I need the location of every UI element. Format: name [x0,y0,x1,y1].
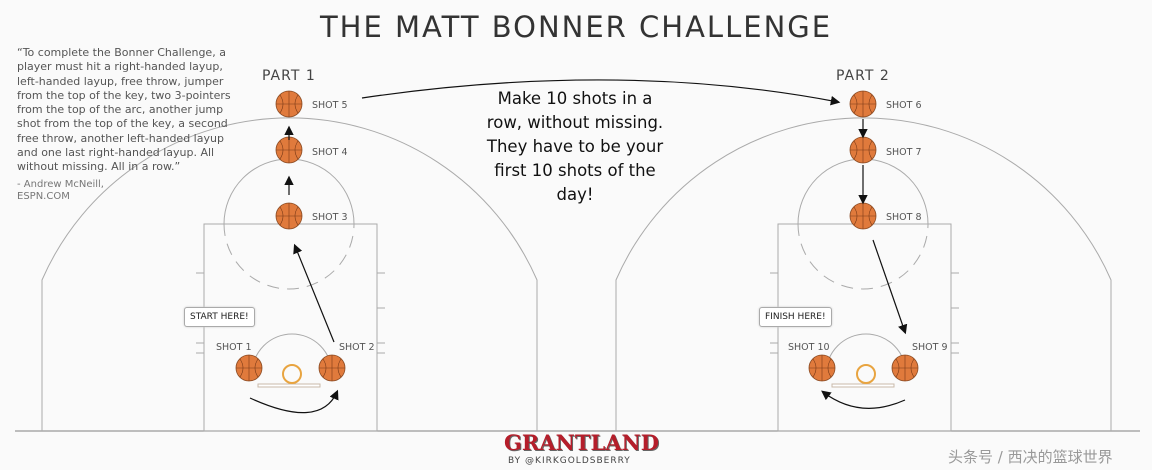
quote-text: “To complete the Bonner Challenge, a pla… [17,46,231,174]
rim [282,364,302,384]
basketball-icon [318,354,346,382]
shot-label: SHOT 5 [312,100,348,111]
basketball-icon [808,354,836,382]
finish-callout: FINISH HERE! [759,307,832,327]
basketball-icon [275,90,303,118]
arrow-8-9 [872,239,908,335]
watermark: 头条号 / 西决的篮球世界 [948,448,1113,466]
center-text: Make 10 shots in a row, without missing.… [486,89,664,204]
part-1-label: PART 1 [262,68,316,84]
basketball-icon [849,90,877,118]
shot-label: SHOT 3 [312,212,348,223]
page-title: THE MATT BONNER CHALLENGE [319,10,833,44]
part-2-label: PART 2 [836,68,890,84]
shot-label: SHOT 8 [886,212,922,223]
quote-source: ESPN.COM [17,190,70,202]
basketball-icon [849,202,877,230]
shot-label: SHOT 10 [788,342,830,353]
quote-attribution: - Andrew McNeill, [17,178,104,190]
shot-label: SHOT 2 [339,342,375,353]
shot-label: SHOT 1 [216,342,252,353]
basketball-icon [275,202,303,230]
arrow-2-3 [293,243,335,343]
arrow-9-10 [821,390,906,409]
free-throw-circle-dashed [223,223,355,290]
basketball-icon [235,354,263,382]
key [203,223,378,432]
three-point-arc [41,117,538,431]
shot-label: SHOT 7 [886,147,922,158]
basketball-icon [849,136,877,164]
quote: “To complete the Bonner Challenge, a pla… [17,46,247,203]
shot-label: SHOT 6 [886,100,922,111]
byline: BY @KIRKGOLDSBERRY [508,456,631,466]
arrows [249,79,908,414]
basketball-icon [891,354,919,382]
shot-label: SHOT 4 [312,147,348,158]
arrow-5-6 [361,79,841,106]
basketball-icon [275,136,303,164]
backboard [257,383,321,388]
shot-label: SHOT 9 [912,342,948,353]
arrow-1-2 [249,389,339,414]
grantland-logo: GRANTLAND [504,430,659,455]
start-callout: START HERE! [184,307,255,327]
